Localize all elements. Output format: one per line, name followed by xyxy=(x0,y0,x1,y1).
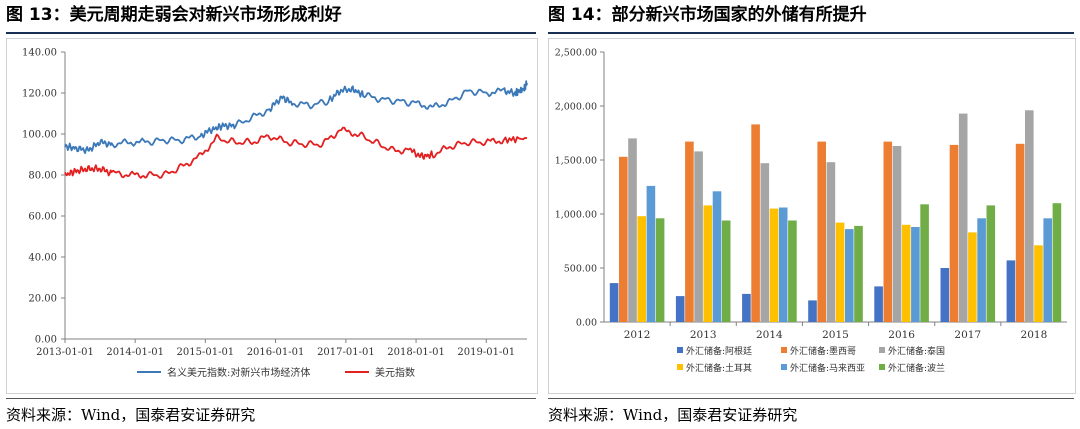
right-bar-2016-s3 xyxy=(892,146,902,322)
left-x-tick-label: 2019-01-01 xyxy=(457,347,515,358)
right-bar-2015-s5 xyxy=(845,229,854,322)
right-bar-2014-s6 xyxy=(788,220,797,322)
right-bar-2018-s6 xyxy=(1052,203,1062,322)
right-y-tick-label: 2,500.00 xyxy=(555,48,597,59)
left-legend-label-1: 名义美元指数:对新兴市场经济体 xyxy=(167,366,310,379)
left-chart-frame: 0.00 20.00 40.00 60.00 80.00 100.00 120.00 140.… xyxy=(6,38,538,394)
left-x-tick-label: 2015-01-01 xyxy=(177,347,235,358)
right-legend-swatch-4 xyxy=(677,364,683,370)
right-bar-2013-s2 xyxy=(685,141,694,322)
right-bar-2013-s5 xyxy=(712,191,722,322)
right-bar-2015-s2 xyxy=(817,141,826,322)
right-bar-2017-s4 xyxy=(968,232,977,322)
right-x-tick-label: 2018 xyxy=(1021,329,1048,341)
left-source-rule xyxy=(6,398,536,399)
left-y-tick-label: 120.00 xyxy=(22,89,57,100)
right-bar-2012-s1 xyxy=(609,283,619,322)
right-bar-2013-s6 xyxy=(721,220,731,322)
right-legend-label-4: 外汇储备:土耳其 xyxy=(686,362,752,374)
left-x-tick-label: 2016-01-01 xyxy=(247,347,305,358)
right-chart-title: 图 14：部分新兴市场国家的外储有所提升 xyxy=(548,5,867,25)
right-legend-swatch-5 xyxy=(781,364,787,370)
right-bar-2012-s6 xyxy=(655,218,665,322)
right-x-tick-label: 2012 xyxy=(624,329,651,341)
right-source-rule xyxy=(548,398,1074,399)
right-bar-2012-s3 xyxy=(628,138,637,322)
left-y-tick-label: 0.00 xyxy=(35,335,57,346)
right-legend-label-5: 外汇储备:马来西亚 xyxy=(790,362,865,374)
left-chart-title: 图 13：美元周期走弱会对新兴市场形成利好 xyxy=(6,5,342,25)
right-y-tick-label: 500.00 xyxy=(564,264,597,275)
right-bar-2017-s6 xyxy=(986,205,996,322)
right-legend-swatch-6 xyxy=(879,364,885,370)
right-legend-swatch-2 xyxy=(781,347,787,353)
right-bar-2018-s4 xyxy=(1034,245,1043,322)
right-y-tick-label: 2,000.00 xyxy=(555,102,597,113)
left-y-tick-label: 20.00 xyxy=(28,294,57,305)
right-title-rule xyxy=(548,32,1074,34)
right-bar-2014-s5 xyxy=(778,207,788,322)
right-x-tick-label: 2015 xyxy=(822,329,849,341)
right-x-tick-label: 2014 xyxy=(756,329,783,341)
right-bar-2018-s1 xyxy=(1006,260,1016,322)
left-y-tick-label: 60.00 xyxy=(28,212,57,223)
right-bar-2015-s4 xyxy=(835,222,845,322)
right-bar-2018-s3 xyxy=(1025,110,1034,322)
right-bar-2016-s6 xyxy=(920,204,929,322)
right-bar-2014-s4 xyxy=(769,208,779,322)
right-bar-2018-s5 xyxy=(1043,218,1052,322)
right-bar-2016-s1 xyxy=(874,286,883,322)
right-bar-2016-s2 xyxy=(883,141,893,322)
right-bar-2014-s1 xyxy=(742,293,751,322)
right-y-tick-label: 1,500.00 xyxy=(555,156,597,167)
right-bar-2015-s1 xyxy=(808,300,817,322)
right-y-tick-label: 1,000.00 xyxy=(555,210,597,221)
right-bar-2012-s2 xyxy=(619,156,628,322)
right-bar-2017-s2 xyxy=(949,144,959,322)
right-source-note: 资料来源：Wind，国泰君安证券研究 xyxy=(548,406,798,424)
left-x-tick-label: 2018-01-01 xyxy=(387,347,445,358)
right-x-tick-label: 2016 xyxy=(888,329,915,341)
right-bar-2018-s2 xyxy=(1015,143,1025,322)
right-legend-label-6: 外汇储备:波兰 xyxy=(888,362,945,374)
right-bar-chart: 0.00 500.00 1,000.00 1,500.00 2,000.00 2,500.… xyxy=(555,48,1067,374)
left-x-tick-label: 2014-01-01 xyxy=(106,347,164,358)
right-bar-2015-s3 xyxy=(826,162,836,322)
left-series-line-1 xyxy=(64,80,528,154)
right-bar-2013-s3 xyxy=(694,151,703,322)
left-source-note: 资料来源：Wind，国泰君安证券研究 xyxy=(6,406,256,424)
right-legend-label-3: 外汇储备:泰国 xyxy=(888,345,945,357)
right-legend-swatch-3 xyxy=(879,347,885,353)
left-y-tick-label: 80.00 xyxy=(28,171,57,182)
right-x-tick-label: 2013 xyxy=(690,329,717,341)
right-legend-swatch-1 xyxy=(677,347,683,353)
left-x-tick-label: 2017-01-01 xyxy=(317,347,375,358)
right-bar-2012-s4 xyxy=(637,216,646,322)
right-bar-2017-s5 xyxy=(977,218,986,322)
right-bar-2014-s2 xyxy=(751,124,760,323)
right-x-tick-label: 2017 xyxy=(954,329,981,341)
left-title-rule xyxy=(6,32,536,34)
right-bar-2012-s5 xyxy=(646,185,656,322)
right-bar-2014-s3 xyxy=(760,163,770,322)
left-y-tick-label: 140.00 xyxy=(22,48,57,59)
right-y-tick-label: 0.00 xyxy=(576,318,597,329)
right-bar-2017-s1 xyxy=(940,268,950,322)
right-legend-label-2: 外汇储备:墨西哥 xyxy=(790,345,856,357)
left-y-tick-label: 100.00 xyxy=(22,130,57,141)
right-legend-label-1: 外汇储备:阿根廷 xyxy=(686,345,752,357)
right-bar-2016-s5 xyxy=(911,227,920,322)
left-legend-label-2: 美元指数 xyxy=(375,366,415,379)
right-bar-2016-s4 xyxy=(901,224,911,322)
left-line-chart: 0.00 20.00 40.00 60.00 80.00 100.00 120.00 140.… xyxy=(22,48,528,379)
left-series-line-2 xyxy=(64,126,528,179)
right-bar-2015-s6 xyxy=(854,225,863,322)
left-x-tick-label: 2013-01-01 xyxy=(36,347,94,358)
left-y-tick-label: 40.00 xyxy=(28,253,57,264)
right-bar-2017-s3 xyxy=(958,113,968,322)
right-chart-frame: 0.00 500.00 1,000.00 1,500.00 2,000.00 2,500.… xyxy=(548,38,1076,394)
right-bar-2013-s4 xyxy=(703,205,713,322)
right-bar-2013-s1 xyxy=(675,296,685,322)
